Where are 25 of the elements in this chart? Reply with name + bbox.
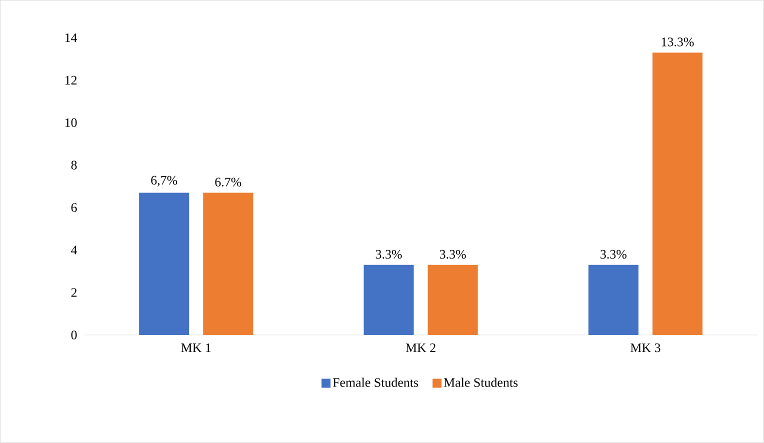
bar [588, 265, 638, 336]
bar [139, 192, 190, 336]
y-tick-label: 10 [65, 118, 77, 128]
y-tick-label: 4 [71, 246, 78, 254]
data-label: 3.3% [600, 250, 626, 259]
legend-label: Female Students [332, 378, 418, 388]
data-label: 3.3% [376, 250, 402, 259]
x-tick-label: MK 3 [630, 344, 660, 352]
x-tick-label: MK 2 [406, 344, 436, 352]
bar [364, 265, 414, 336]
data-label: 3.3% [440, 250, 466, 259]
bar [428, 265, 478, 336]
legend-label: Male Students [444, 378, 518, 388]
bar [203, 192, 254, 336]
x-tick-label: MK 1 [181, 344, 211, 352]
data-label: 6.7% [215, 178, 242, 187]
y-tick-label: 2 [71, 288, 77, 297]
y-tick-label: 14 [65, 34, 78, 42]
y-tick-label: 0 [71, 330, 77, 340]
y-tick-label: 8 [71, 160, 77, 170]
data-label: 13.3% [662, 38, 694, 47]
y-tick-label: 12 [65, 76, 77, 85]
y-tick-label: 6 [71, 203, 77, 212]
bar [652, 52, 703, 336]
data-label: 6,7% [151, 176, 178, 187]
